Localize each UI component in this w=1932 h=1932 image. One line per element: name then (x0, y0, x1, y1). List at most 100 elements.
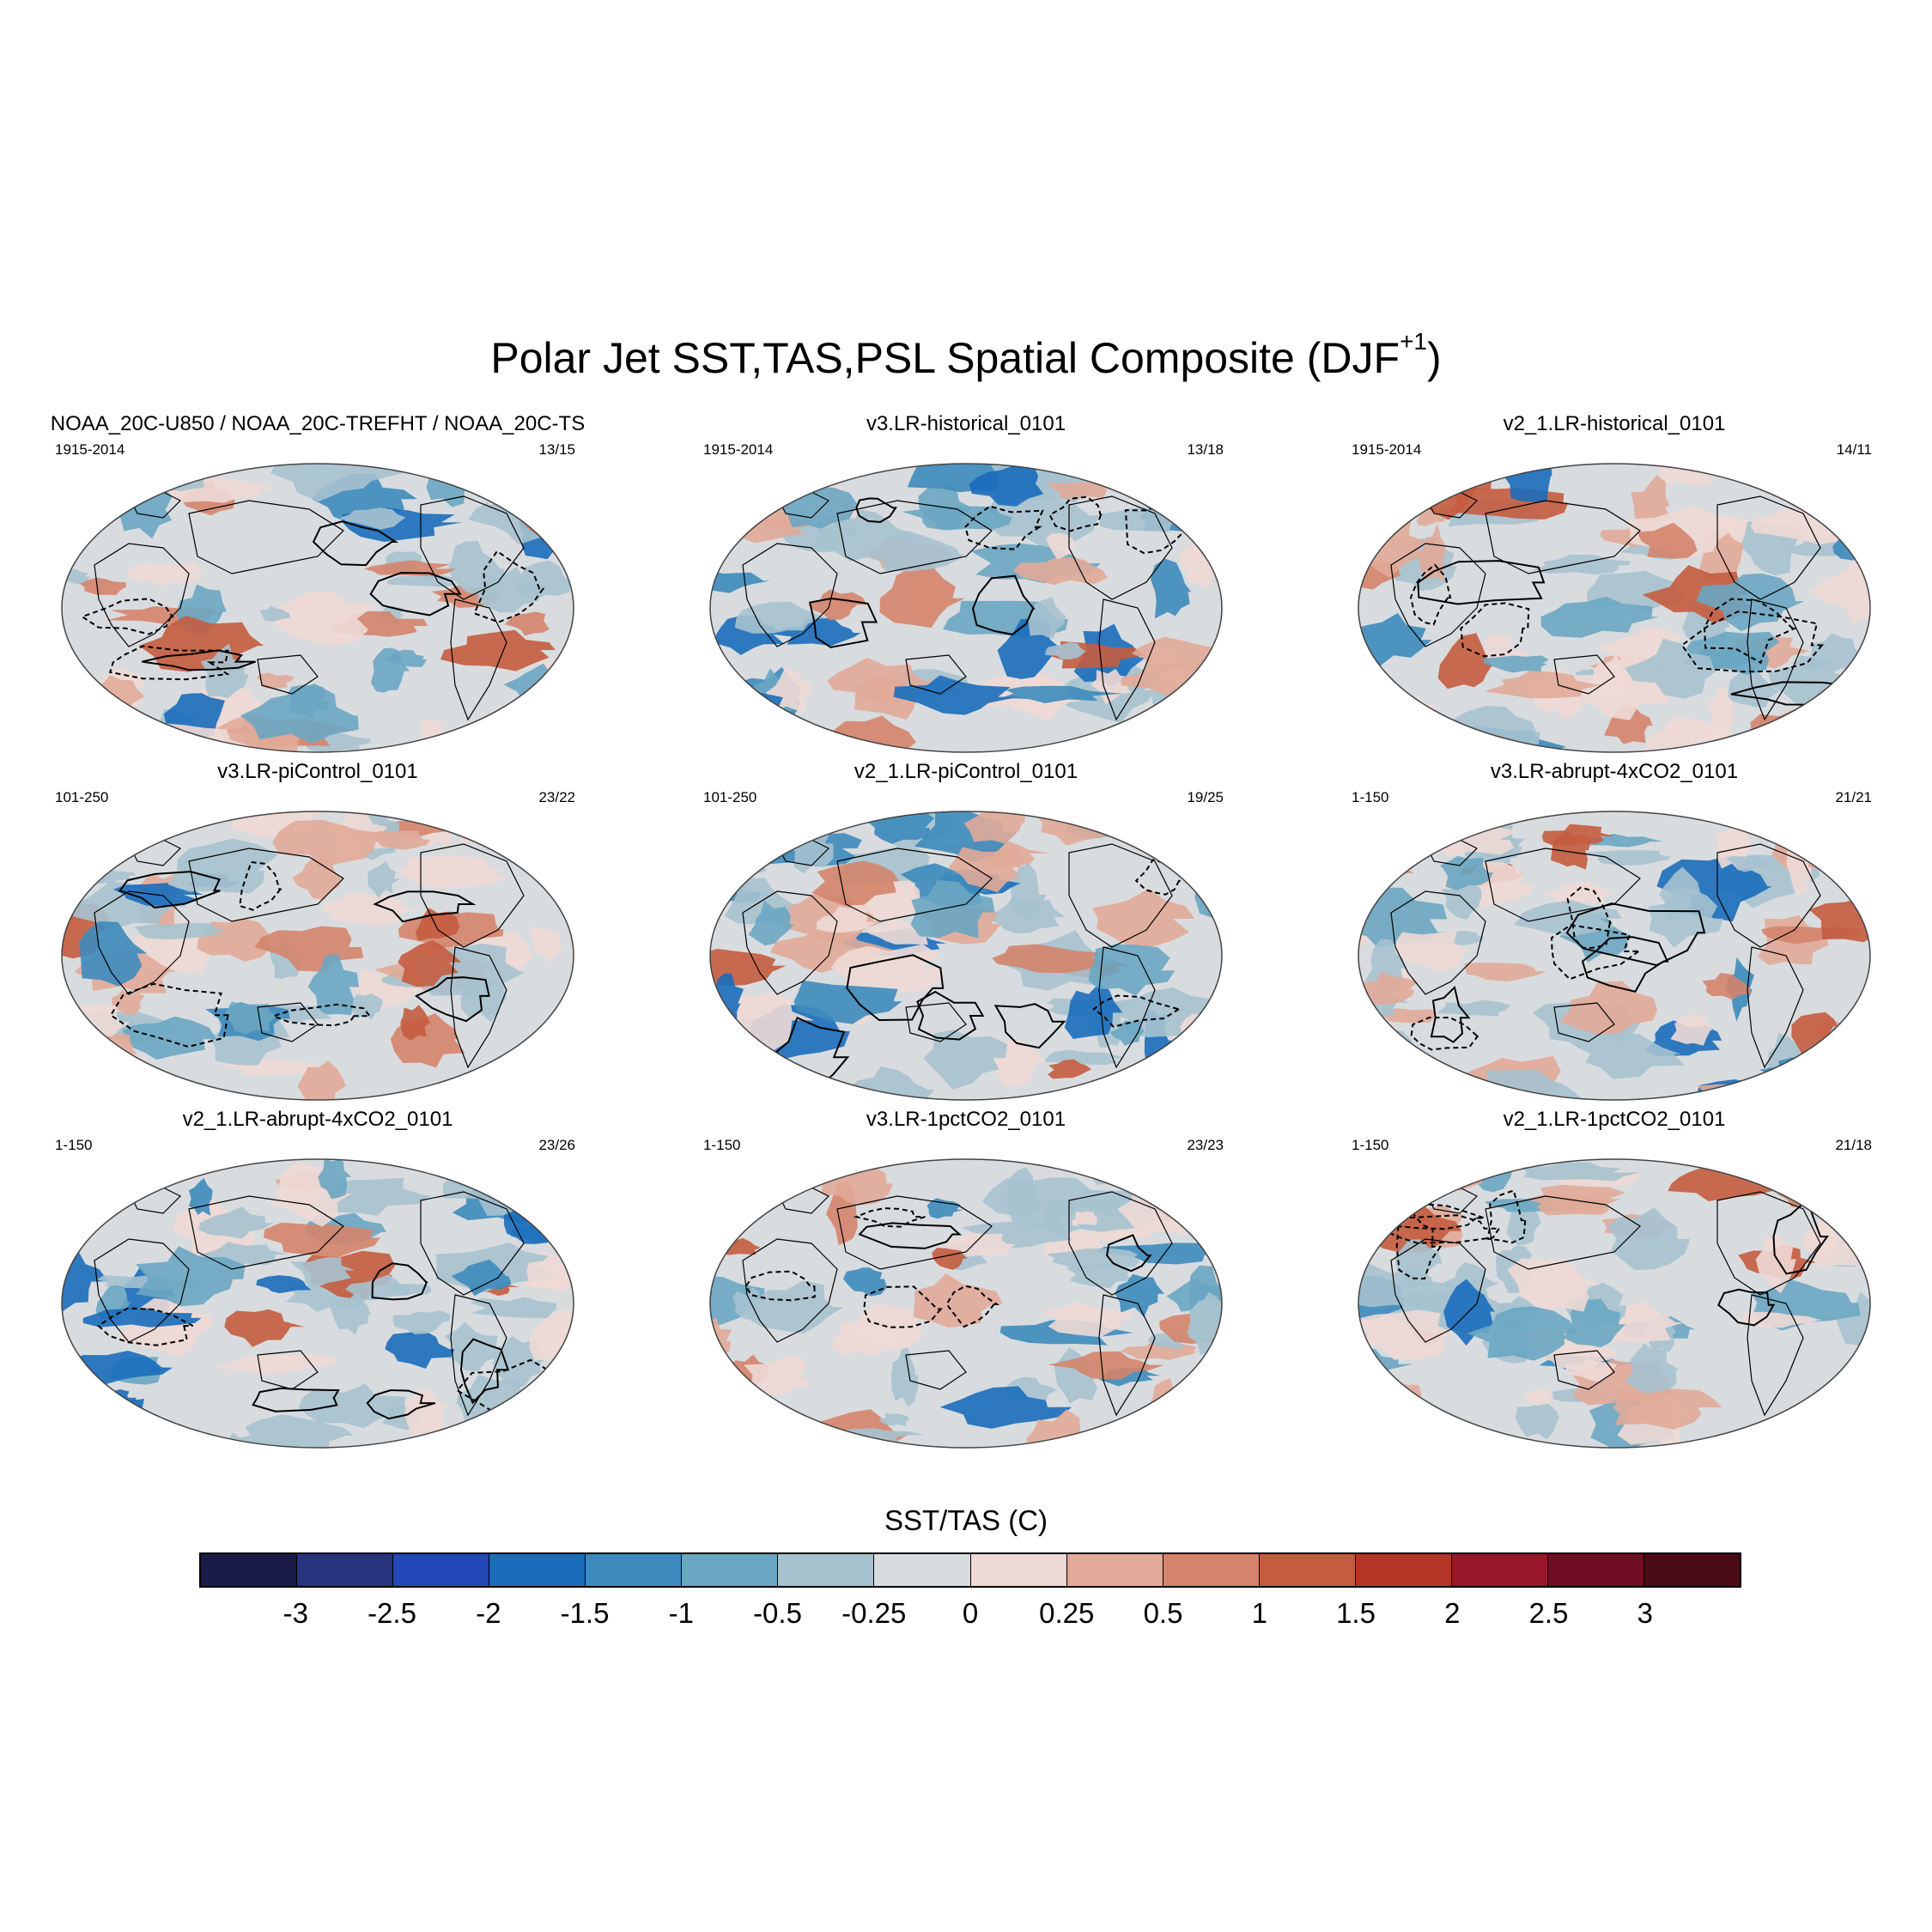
map-border (709, 463, 1223, 753)
pressure-contour (1430, 985, 1471, 1043)
panel-title: v2_1.LR-abrupt-4xCO2_0101 (182, 1108, 453, 1131)
anomaly-region (1048, 1351, 1164, 1380)
anomaly-region (63, 465, 150, 501)
anomaly-region (1358, 1406, 1431, 1443)
anomaly-region (808, 589, 867, 621)
map-panel: v3.LR-historical_0101 1915-2014 13/18 (691, 412, 1241, 756)
colorbar-swatch (297, 1554, 394, 1586)
anomaly-region (826, 734, 854, 752)
anomaly-region (460, 979, 507, 1022)
anomaly-region (1464, 963, 1547, 982)
anomaly-region (1725, 855, 1779, 872)
panel-period: 101-250 (55, 789, 109, 805)
anomaly-region (547, 1384, 574, 1417)
pressure-contour (855, 497, 897, 524)
pressure-contour (1417, 560, 1546, 605)
anomaly-region (1358, 716, 1392, 752)
colorbar-swatch (586, 1554, 683, 1586)
anomaly-region (1484, 635, 1513, 650)
anomaly-region (748, 1163, 779, 1199)
colorbar (199, 1552, 1741, 1588)
coastline (188, 1195, 344, 1270)
panel-period: 1-150 (703, 1137, 741, 1153)
anomaly-region (121, 1016, 217, 1060)
panel-period: 1915-2014 (55, 441, 125, 458)
anomaly-region (1180, 1013, 1217, 1057)
coastline (94, 1238, 190, 1343)
anomaly-region (1702, 973, 1753, 1000)
colorbar-swatch (1163, 1554, 1260, 1586)
anomaly-region (847, 1066, 935, 1100)
anomaly-region (1064, 983, 1123, 1039)
coastline (450, 1294, 507, 1417)
coastline (836, 1195, 993, 1270)
colorbar-label: 2.5 (1528, 1597, 1569, 1629)
anomaly-region (329, 1292, 371, 1335)
pressure-contour (270, 1003, 372, 1027)
pressure-contour (853, 1207, 926, 1228)
anomaly-region (345, 1274, 410, 1301)
pressure-contour (369, 572, 462, 617)
coastline (257, 654, 319, 695)
pressure-contour (312, 520, 399, 567)
coastline (1553, 1350, 1615, 1390)
panel-title: v3.LR-historical_0101 (866, 412, 1066, 435)
anomaly-region (1515, 1400, 1560, 1440)
anomaly-region (1151, 1078, 1222, 1100)
anomaly-region (710, 1159, 739, 1198)
anomaly-region (478, 726, 574, 748)
colorbar-swatch (393, 1554, 490, 1586)
robinson-map (1358, 1158, 1871, 1449)
anomaly-region (339, 507, 407, 530)
pressure-contour (916, 990, 985, 1041)
anomaly-region (1358, 1036, 1404, 1065)
anomaly-region (913, 1273, 1003, 1328)
anomaly-region (1358, 1029, 1413, 1076)
coastline (1553, 654, 1615, 695)
coastline (1068, 1191, 1173, 1296)
colorbar-swatch (1451, 1554, 1548, 1586)
panel-period: 1-150 (1352, 1137, 1389, 1153)
map-border (709, 1158, 1223, 1449)
anomaly-region (78, 921, 148, 987)
anomaly-region (398, 855, 507, 889)
panel-count: 13/15 (538, 441, 575, 458)
coastline (420, 1191, 525, 1296)
anomaly-region (134, 922, 227, 940)
anomaly-region (1092, 888, 1195, 948)
anomaly-region (710, 1419, 812, 1448)
anomaly-region (748, 900, 794, 946)
anomaly-region (225, 1001, 283, 1035)
coastline (742, 1238, 838, 1343)
panel-count: 23/22 (538, 789, 575, 805)
colorbar-swatch (489, 1554, 586, 1586)
colorbar-label: 0 (962, 1597, 979, 1629)
robinson-map (61, 811, 574, 1101)
robinson-map (709, 811, 1223, 1101)
coastline (94, 890, 190, 995)
anomaly-region (1070, 1429, 1169, 1448)
anomaly-region (710, 1072, 798, 1090)
colorbar-swatch (1355, 1554, 1452, 1586)
anomaly-region (816, 906, 878, 933)
anomaly-region (811, 860, 900, 906)
anomaly-region (451, 1259, 512, 1297)
anomaly-region (1401, 811, 1433, 835)
map-panel: v2_1.LR-piControl_0101 101-250 19/25 (691, 760, 1241, 1103)
pressure-contour (1581, 936, 1669, 993)
coastline (1747, 1294, 1804, 1417)
anomaly-region (923, 1029, 1008, 1091)
anomaly-region (1810, 562, 1870, 624)
anomaly-region (1565, 1358, 1618, 1382)
colorbar-swatch (1547, 1554, 1644, 1586)
anomaly-region (62, 464, 122, 505)
colorbar-label: 3 (1637, 1597, 1653, 1629)
pressure-contour (945, 1285, 1000, 1328)
colorbar-label: -0.5 (753, 1597, 802, 1629)
anomaly-region (1358, 469, 1414, 497)
map-panel: NOAA_20C-U850 / NOAA_20C-TREFHT / NOAA_2… (43, 412, 592, 756)
anomaly-region (470, 1297, 558, 1319)
anomaly-region (1739, 1311, 1823, 1328)
anomaly-region (440, 629, 556, 671)
anomaly-region (1358, 823, 1429, 840)
